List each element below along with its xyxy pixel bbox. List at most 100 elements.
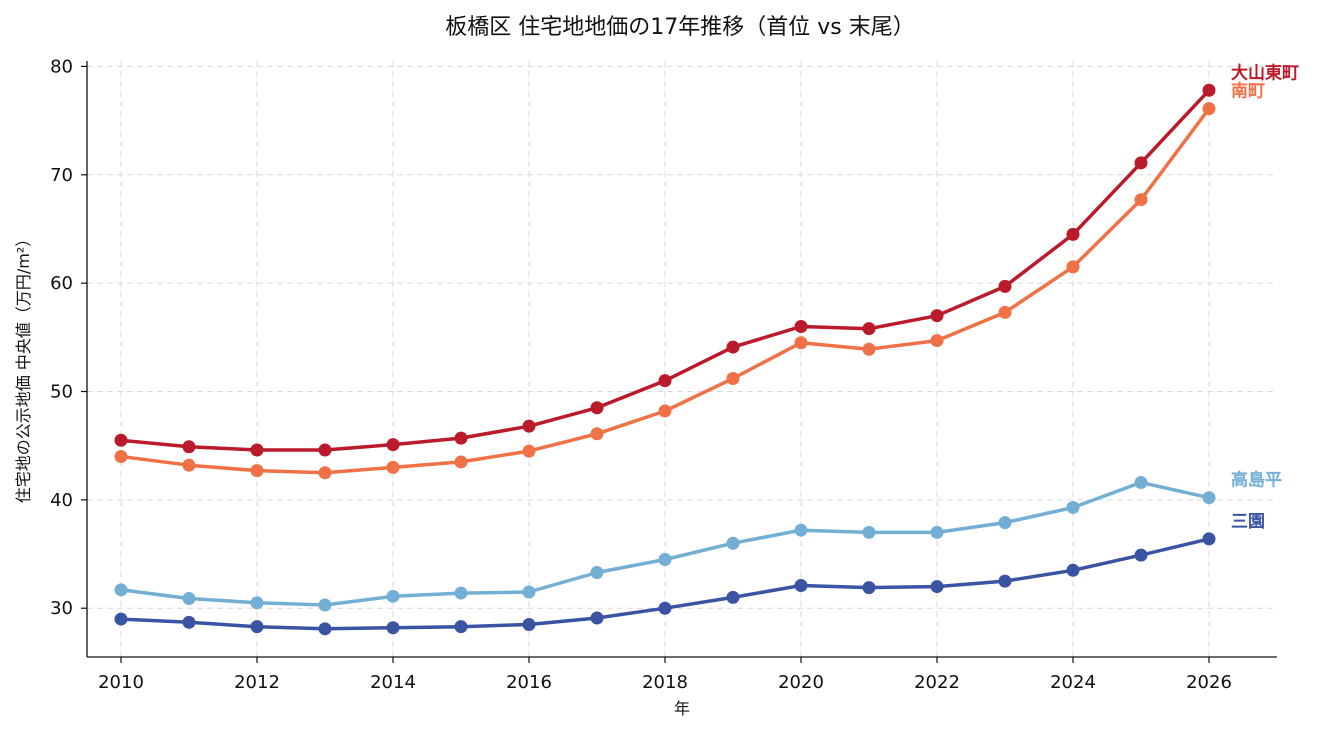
data-point <box>114 450 128 464</box>
data-point <box>658 601 672 615</box>
data-point <box>998 516 1012 530</box>
data-point <box>454 586 468 600</box>
data-point <box>522 585 536 599</box>
data-point <box>318 598 332 612</box>
x-ticks: 2010 2012 2014 2016 2018 2020 2022 2024 2026 <box>98 657 1232 693</box>
data-point <box>658 552 672 566</box>
x-tick-label: 2010 <box>98 672 144 693</box>
data-point <box>930 525 944 539</box>
data-point <box>386 621 400 635</box>
data-point <box>1066 500 1080 514</box>
y-tick-label: 70 <box>50 165 73 186</box>
y-tick-label: 40 <box>50 490 73 511</box>
data-point <box>182 458 196 472</box>
data-point <box>182 591 196 605</box>
x-tick-label: 2022 <box>914 672 960 693</box>
data-point <box>1202 532 1216 546</box>
data-point <box>318 622 332 636</box>
data-point <box>726 536 740 550</box>
data-point <box>1202 83 1216 97</box>
data-point <box>1134 476 1148 490</box>
data-point <box>590 427 604 441</box>
x-tick-label: 2014 <box>370 672 416 693</box>
series-group <box>114 83 1216 636</box>
x-tick-label: 2026 <box>1186 672 1232 693</box>
axes <box>86 61 1277 658</box>
data-point <box>998 279 1012 293</box>
data-point <box>522 419 536 433</box>
data-point <box>522 617 536 631</box>
series-end-label: 大山東町 <box>1231 62 1299 83</box>
x-tick-label: 2016 <box>506 672 552 693</box>
data-point <box>522 444 536 458</box>
data-point <box>590 565 604 579</box>
y-ticks: 30 40 50 60 70 80 <box>50 56 87 619</box>
data-point <box>454 455 468 469</box>
series-end-label: 高島平 <box>1231 470 1282 491</box>
data-point <box>250 620 264 634</box>
data-point <box>1202 102 1216 116</box>
data-point <box>1066 227 1080 241</box>
series-2 <box>114 102 1216 480</box>
data-point <box>930 309 944 323</box>
data-point <box>862 581 876 595</box>
data-point <box>998 574 1012 588</box>
series-4 <box>114 532 1216 636</box>
series-end-label: 三園 <box>1231 512 1265 532</box>
data-point <box>726 372 740 386</box>
data-point <box>1202 491 1216 505</box>
data-point <box>590 611 604 625</box>
data-point <box>794 319 808 333</box>
data-point <box>862 322 876 336</box>
grid <box>87 61 1277 657</box>
series-end-label: 南町 <box>1231 81 1265 102</box>
data-point <box>998 305 1012 319</box>
data-point <box>794 336 808 350</box>
data-point <box>114 612 128 626</box>
data-point <box>590 401 604 415</box>
data-point <box>1134 548 1148 562</box>
data-point <box>862 525 876 539</box>
x-tick-label: 2012 <box>234 672 280 693</box>
data-point <box>726 590 740 604</box>
data-point <box>726 340 740 354</box>
data-point <box>386 460 400 474</box>
data-point <box>454 431 468 445</box>
data-point <box>386 438 400 452</box>
data-point <box>658 374 672 388</box>
x-tick-label: 2018 <box>642 672 688 693</box>
data-point <box>386 589 400 603</box>
y-tick-label: 30 <box>50 598 73 619</box>
data-point <box>318 466 332 480</box>
data-point <box>794 523 808 537</box>
data-point <box>182 615 196 629</box>
data-point <box>454 620 468 634</box>
y-axis-title: 住宅地の公示地価 中央値（万円/m²） <box>14 231 33 503</box>
data-point <box>250 596 264 610</box>
data-point <box>182 440 196 454</box>
y-tick-label: 80 <box>50 56 73 77</box>
x-tick-label: 2020 <box>778 672 824 693</box>
series-3 <box>114 476 1216 612</box>
data-point <box>1066 563 1080 577</box>
data-point <box>114 583 128 597</box>
data-point <box>1134 156 1148 170</box>
data-point <box>794 578 808 592</box>
series-1 <box>114 83 1216 457</box>
data-point <box>1134 193 1148 207</box>
data-point <box>250 464 264 478</box>
x-tick-label: 2024 <box>1050 672 1096 693</box>
chart-title: 板橋区 住宅地地価の17年推移（首位 vs 末尾） <box>445 15 914 40</box>
data-point <box>318 443 332 457</box>
data-point <box>114 433 128 447</box>
y-tick-label: 50 <box>50 382 73 403</box>
data-point <box>930 334 944 348</box>
data-point <box>1066 260 1080 274</box>
data-point <box>862 342 876 356</box>
x-axis-title: 年 <box>674 699 690 718</box>
data-point <box>250 443 264 457</box>
data-point <box>930 580 944 594</box>
data-point <box>658 404 672 418</box>
